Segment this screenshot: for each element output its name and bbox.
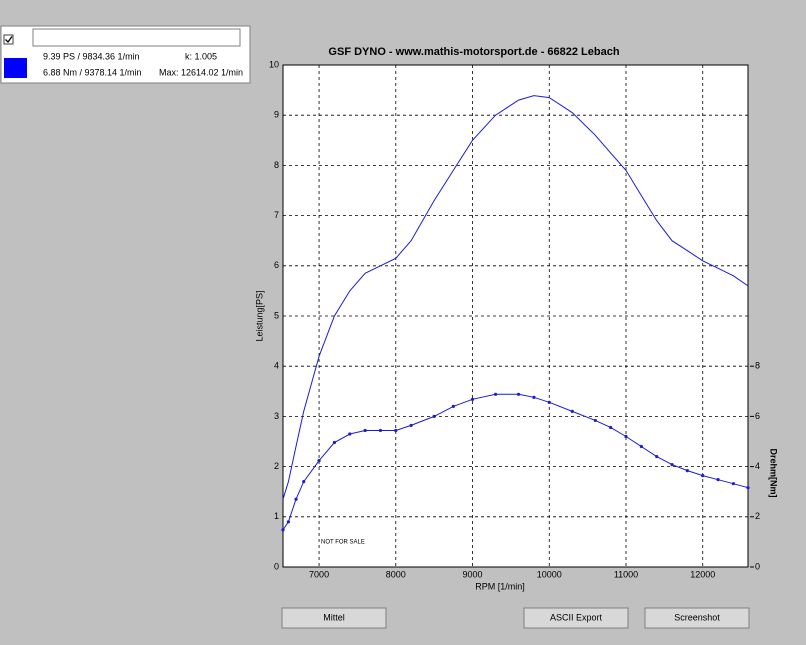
x-tick-label: 11000 — [614, 569, 638, 579]
data-point — [516, 392, 521, 396]
data-point — [451, 404, 455, 408]
data-point — [685, 469, 689, 473]
y2-tick-label: 6 — [755, 411, 760, 421]
y-tick-label: 2 — [274, 461, 279, 471]
data-point — [639, 444, 643, 449]
y-tick-label: 10 — [269, 59, 279, 69]
data-point — [432, 414, 436, 418]
y2-tick-label: 4 — [755, 461, 760, 471]
y2-tick-label: 2 — [755, 511, 760, 521]
data-point — [670, 462, 674, 467]
annotation: NOT FOR SALE — [321, 540, 365, 546]
data-point — [470, 397, 475, 401]
data-point — [281, 528, 285, 532]
data-point — [378, 428, 383, 433]
x-tick-label: 10000 — [537, 569, 562, 579]
y-tick-label: 4 — [274, 361, 279, 371]
readout: 9.39 PS / 9834.36 1/min — [43, 51, 140, 61]
data-point — [493, 392, 498, 396]
data-point — [716, 478, 720, 482]
y-tick-label: 3 — [274, 411, 279, 421]
data-point — [332, 440, 337, 445]
y-tick-label: 8 — [274, 160, 279, 170]
chart: GSF DYNO - www.mathis-motorsport.de - 66… — [254, 46, 778, 591]
x-tick-label: 9000 — [463, 569, 483, 579]
data-point — [655, 454, 659, 459]
y-tick-label: 0 — [274, 561, 279, 571]
y-tick-label: 7 — [274, 210, 279, 220]
readout: 6.88 Nm / 9378.14 1/min — [43, 67, 142, 77]
button[interactable]: Mittel — [281, 607, 387, 629]
data-point — [286, 520, 290, 524]
legend-panel: 9.39 PS / 9834.36 1/min k: 1.005 6.88 Nm… — [0, 25, 251, 84]
x-tick-label: 7000 — [309, 569, 329, 579]
data-point — [547, 400, 551, 404]
data-point — [363, 428, 367, 433]
check — [5, 36, 13, 43]
plot-border — [282, 64, 749, 568]
data-point — [570, 409, 574, 413]
button-face[interactable] — [281, 607, 387, 629]
series-line — [282, 95, 749, 500]
button-label[interactable]: Screenshot — [674, 612, 720, 622]
data-point — [593, 418, 597, 423]
data-point — [394, 428, 398, 433]
data-point — [701, 474, 705, 478]
checkbox[interactable] — [3, 34, 14, 45]
button-face[interactable] — [523, 607, 629, 629]
data-point — [731, 482, 736, 486]
y-tick-label: 1 — [274, 511, 279, 521]
data-point — [294, 497, 298, 501]
plot-area — [283, 65, 748, 567]
series-line — [282, 393, 749, 531]
y-tick-label: 6 — [274, 260, 279, 270]
y-tick-label: 5 — [274, 310, 279, 320]
button[interactable]: Screenshot — [644, 607, 750, 629]
y2-axis-label: Drehm[Nm] — [769, 448, 779, 497]
y2-tick-label: 0 — [755, 561, 760, 571]
x-tick-label: 8000 — [386, 569, 406, 579]
data-point — [317, 458, 321, 463]
button-label[interactable]: Mittel — [323, 612, 345, 622]
data-point — [624, 434, 628, 439]
max-rpm: Max: 12614.02 1/min — [159, 67, 243, 77]
x-axis-label: RPM [1/min] — [475, 581, 525, 591]
data-point — [348, 432, 352, 436]
button-face[interactable] — [644, 607, 750, 629]
chart-title: GSF DYNO - www.mathis-motorsport.de - 66… — [328, 46, 619, 58]
buttons: Mittel ASCII Export Screenshot — [281, 607, 750, 629]
button[interactable]: ASCII Export — [523, 607, 629, 629]
color-swatch[interactable] — [4, 58, 27, 78]
data-point — [409, 423, 413, 428]
data-point — [746, 486, 750, 490]
text-input[interactable] — [32, 28, 241, 47]
data-point — [609, 425, 613, 430]
data-point — [532, 395, 536, 399]
data-point — [302, 480, 306, 484]
y2-tick-label: 8 — [755, 361, 760, 371]
y-axis-label: Leistung[PS] — [254, 290, 264, 341]
button-label[interactable]: ASCII Export — [550, 612, 603, 622]
y-tick-label: 9 — [274, 110, 279, 120]
x-tick-label: 12000 — [690, 569, 715, 579]
k-factor: k: 1.005 — [185, 51, 217, 61]
